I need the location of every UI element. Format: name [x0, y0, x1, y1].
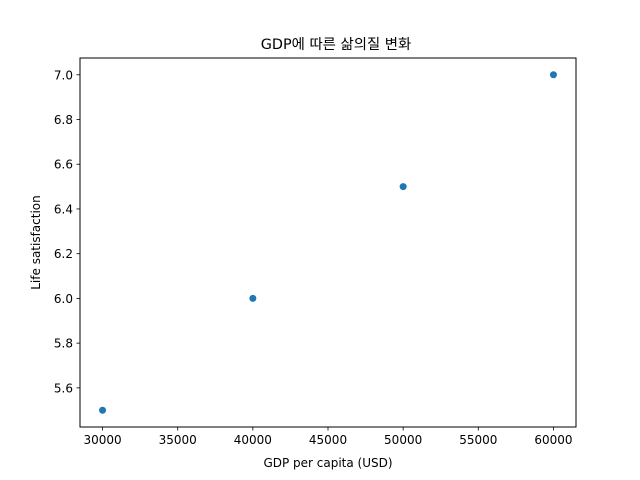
- plot-frame: [79, 57, 577, 428]
- scatter-point: [249, 294, 257, 302]
- x-tick-label: 55000: [459, 433, 497, 447]
- scatter-point: [399, 183, 407, 191]
- x-tick-label: 35000: [159, 433, 197, 447]
- ticks-layer: 30000 35000 40000 45000 50000 55000 60000 5.6 5.…: [54, 68, 573, 447]
- y-tick-label: 6.4: [54, 202, 73, 216]
- y-axis-label: Life satisfaction: [29, 195, 43, 290]
- x-tick-label: 50000: [384, 433, 422, 447]
- y-tick-label: 6.2: [54, 247, 73, 261]
- y-tick-label: 7.0: [54, 68, 73, 82]
- scatter-point: [549, 71, 557, 79]
- x-tick-label: 40000: [234, 433, 272, 447]
- y-tick-label: 5.6: [54, 381, 73, 395]
- x-tick-label: 45000: [309, 433, 347, 447]
- x-axis-label: GDP per capita (USD): [263, 456, 392, 470]
- y-tick-label: 6.0: [54, 292, 73, 306]
- x-tick-label: 30000: [83, 433, 121, 447]
- x-tick-label: 60000: [534, 433, 572, 447]
- marks-layer: [99, 71, 557, 414]
- y-tick-label: 6.6: [54, 158, 73, 172]
- y-tick-label: 5.8: [54, 337, 73, 351]
- scatter-point: [99, 406, 107, 414]
- y-tick-label: 6.8: [54, 113, 73, 127]
- chart-title: GDP에 따른 삶의질 변화: [261, 36, 412, 53]
